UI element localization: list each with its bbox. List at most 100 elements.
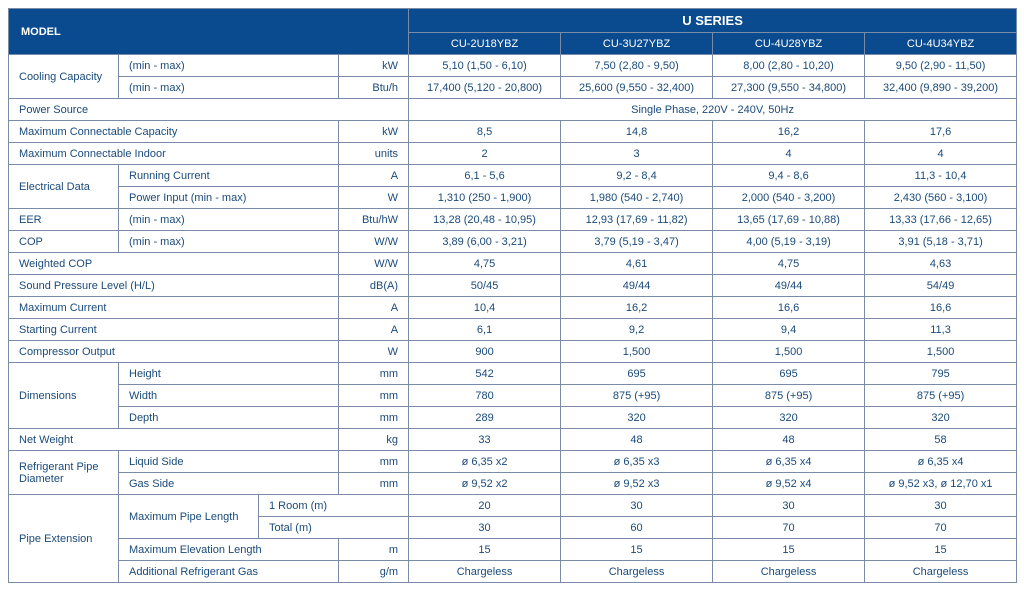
unit-a: A <box>339 319 409 341</box>
label-cooling-capacity: Cooling Capacity <box>9 55 119 99</box>
label-depth: Depth <box>119 407 339 429</box>
cell: 30 <box>561 495 713 517</box>
unit-w: W <box>339 187 409 209</box>
unit-w: W <box>339 341 409 363</box>
cell: 900 <box>409 341 561 363</box>
label-running-current: Running Current <box>119 165 339 187</box>
cell: 289 <box>409 407 561 429</box>
cell: 13,28 (20,48 - 10,95) <box>409 209 561 231</box>
cell: 27,300 (9,550 - 34,800) <box>713 77 865 99</box>
cell: 2,000 (540 - 3,200) <box>713 187 865 209</box>
cell: 6,1 <box>409 319 561 341</box>
unit-mm: mm <box>339 407 409 429</box>
label-addref: Additional Refrigerant Gas <box>119 561 339 583</box>
cell: 320 <box>865 407 1017 429</box>
cell: 5,10 (1,50 - 6,10) <box>409 55 561 77</box>
header-col-3: CU-4U34YBZ <box>865 33 1017 55</box>
cell: 1,500 <box>865 341 1017 363</box>
cell: 1,310 (250 - 1,900) <box>409 187 561 209</box>
label-cop-minmax: (min - max) <box>119 231 339 253</box>
cell: 17,6 <box>865 121 1017 143</box>
cell: 32,400 (9,890 - 39,200) <box>865 77 1017 99</box>
unit-mm: mm <box>339 473 409 495</box>
cell: Chargeless <box>865 561 1017 583</box>
unit-btuhw: Btu/hW <box>339 209 409 231</box>
unit-ww: W/W <box>339 253 409 275</box>
cell: 11,3 - 10,4 <box>865 165 1017 187</box>
label-cc-minmax-kw: (min - max) <box>119 55 339 77</box>
cell: 3,89 (6,00 - 3,21) <box>409 231 561 253</box>
cell: 1,980 (540 - 2,740) <box>561 187 713 209</box>
cell: 48 <box>561 429 713 451</box>
cell: 780 <box>409 385 561 407</box>
cell: 13,33 (17,66 - 12,65) <box>865 209 1017 231</box>
cell: 49/44 <box>713 275 865 297</box>
cell: ø 6,35 x2 <box>409 451 561 473</box>
cell: 9,4 <box>713 319 865 341</box>
cell: 70 <box>713 517 865 539</box>
cell: 16,2 <box>561 297 713 319</box>
label-compout: Compressor Output <box>9 341 339 363</box>
cell: 9,2 - 8,4 <box>561 165 713 187</box>
label-startc: Starting Current <box>9 319 339 341</box>
unit-a: A <box>339 165 409 187</box>
cell: 875 (+95) <box>713 385 865 407</box>
cell: 8,5 <box>409 121 561 143</box>
cell: 15 <box>865 539 1017 561</box>
cell: 30 <box>713 495 865 517</box>
cell: 875 (+95) <box>561 385 713 407</box>
unit-mm: mm <box>339 451 409 473</box>
cell: 4,63 <box>865 253 1017 275</box>
cell: 6,1 - 5,6 <box>409 165 561 187</box>
label-wcop: Weighted COP <box>9 253 339 275</box>
header-col-2: CU-4U28YBZ <box>713 33 865 55</box>
cell: 16,2 <box>713 121 865 143</box>
cell: 4 <box>865 143 1017 165</box>
val-power-source: Single Phase, 220V - 240V, 50Hz <box>409 99 1017 121</box>
cell: 15 <box>409 539 561 561</box>
cell: 4,61 <box>561 253 713 275</box>
cell: 542 <box>409 363 561 385</box>
cell: 33 <box>409 429 561 451</box>
label-gas: Gas Side <box>119 473 339 495</box>
cell: 695 <box>713 363 865 385</box>
cell: 4,00 (5,19 - 3,19) <box>713 231 865 253</box>
label-elec-data: Electrical Data <box>9 165 119 209</box>
cell: 12,93 (17,69 - 11,82) <box>561 209 713 231</box>
cell: 70 <box>865 517 1017 539</box>
label-oneroom: 1 Room (m) <box>259 495 409 517</box>
unit-dba: dB(A) <box>339 275 409 297</box>
unit-kg: kg <box>339 429 409 451</box>
cell: Chargeless <box>409 561 561 583</box>
label-maxc: Maximum Current <box>9 297 339 319</box>
cell: 11,3 <box>865 319 1017 341</box>
label-refpipe: Refrigerant Pipe Diameter <box>9 451 119 495</box>
cell: 1,500 <box>561 341 713 363</box>
label-total: Total (m) <box>259 517 409 539</box>
cell: 30 <box>409 517 561 539</box>
spec-table: MODEL U SERIES CU-2U18YBZ CU-3U27YBZ CU-… <box>8 8 1017 583</box>
unit-kw: kW <box>339 121 409 143</box>
header-col-1: CU-3U27YBZ <box>561 33 713 55</box>
label-cc-minmax-btu: (min - max) <box>119 77 339 99</box>
cell: ø 6,35 x4 <box>865 451 1017 473</box>
cell: 795 <box>865 363 1017 385</box>
cell: 4 <box>713 143 865 165</box>
cell: 49/44 <box>561 275 713 297</box>
unit-m: m <box>339 539 409 561</box>
cell: 1,500 <box>713 341 865 363</box>
cell: 30 <box>865 495 1017 517</box>
header-col-0: CU-2U18YBZ <box>409 33 561 55</box>
cell: 48 <box>713 429 865 451</box>
label-max-conn-indoor: Maximum Connectable Indoor <box>9 143 339 165</box>
cell: 8,00 (2,80 - 10,20) <box>713 55 865 77</box>
cell: 60 <box>561 517 713 539</box>
cell: 20 <box>409 495 561 517</box>
cell: 10,4 <box>409 297 561 319</box>
unit-mm: mm <box>339 385 409 407</box>
cell: 13,65 (17,69 - 10,88) <box>713 209 865 231</box>
cell: 320 <box>713 407 865 429</box>
unit-btu: Btu/h <box>339 77 409 99</box>
unit-mm: mm <box>339 363 409 385</box>
cell: 4,75 <box>713 253 865 275</box>
